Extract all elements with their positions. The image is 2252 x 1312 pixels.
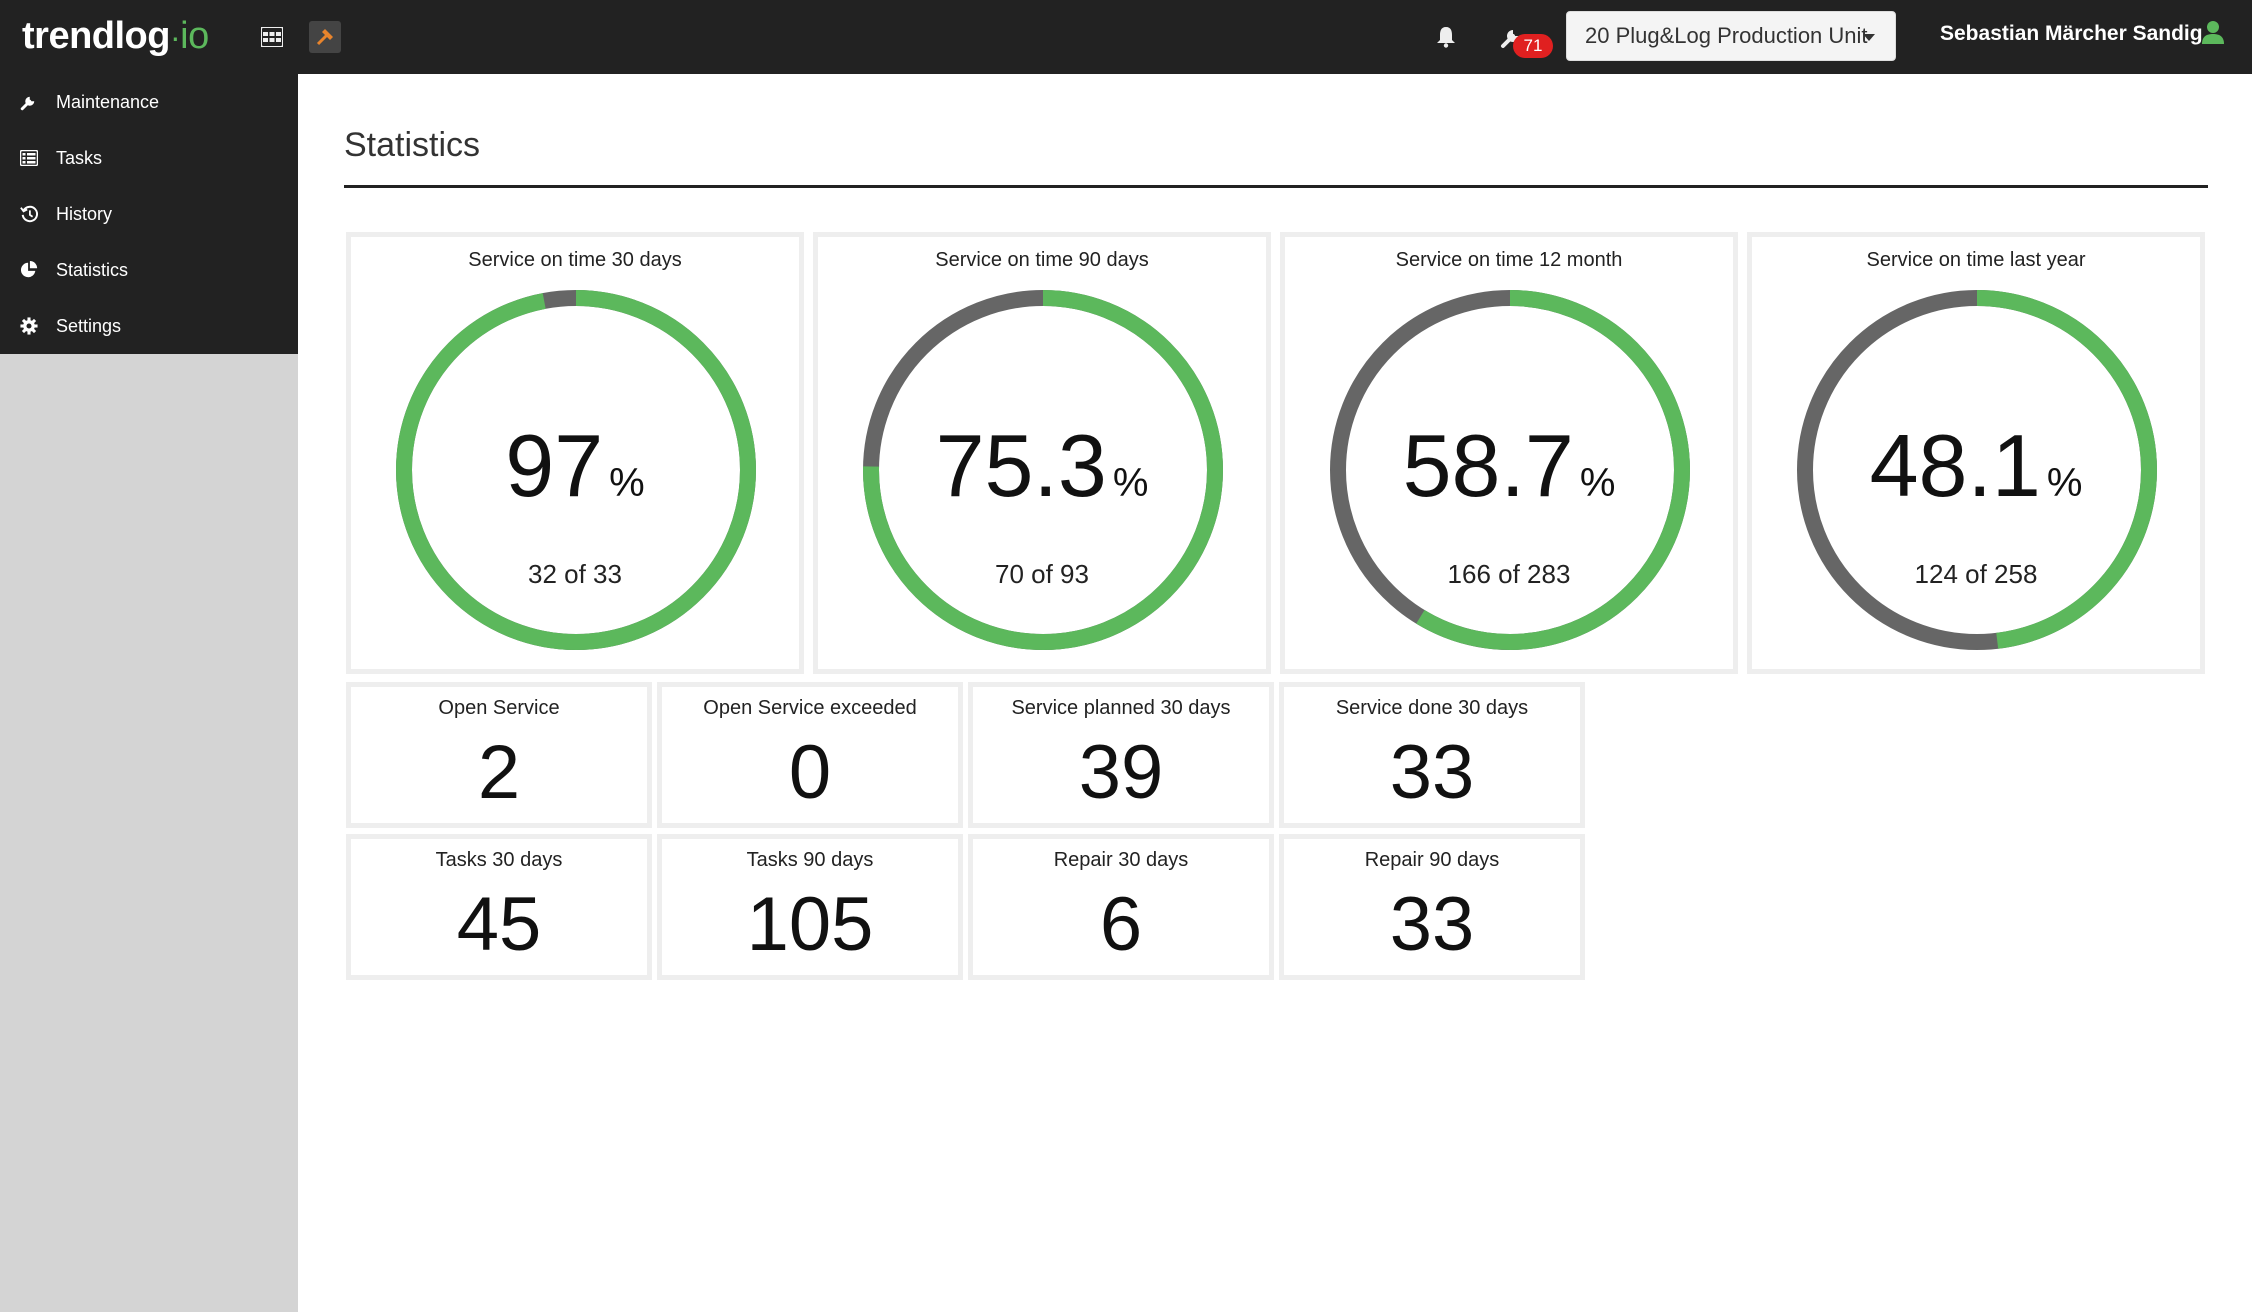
- title-divider: [344, 185, 2208, 188]
- gauge-value: 48.1%: [1752, 415, 2200, 517]
- stat-card-open-service-exceeded: Open Service exceeded 0: [657, 682, 963, 828]
- gear-icon: [18, 315, 40, 337]
- stat-value: 105: [746, 882, 874, 967]
- gauge-number: 97: [505, 416, 604, 515]
- stat-value: 45: [456, 882, 542, 967]
- sidebar-nav: Maintenance Tasks History Statistics Set…: [0, 74, 298, 354]
- top-navbar: trendlog·io 71 20 Plug&Log Production Un…: [0, 0, 2252, 74]
- gauge-card-30-days: Service on time 30 days 97% 32 of 33: [346, 232, 804, 674]
- gauge-value: 75.3%: [818, 415, 1266, 517]
- stat-value: 39: [1078, 730, 1164, 815]
- stat-label: Repair 30 days: [1053, 849, 1189, 871]
- stat-label: Tasks 30 days: [435, 849, 563, 871]
- gauge-ring: [863, 290, 1223, 650]
- stat-label: Service done 30 days: [1335, 697, 1529, 719]
- gauge-title: Service on time 90 days: [935, 249, 1149, 271]
- gauge-unit: %: [1579, 461, 1616, 505]
- gauge-value: 58.7%: [1285, 415, 1733, 517]
- gauge-progress-arc: [1330, 290, 1690, 650]
- stat-card-repair-30-days: Repair 30 days 6: [968, 834, 1274, 980]
- gauge-card-90-days: Service on time 90 days 75.3% 70 of 93: [813, 232, 1271, 674]
- stat-label: Tasks 90 days: [746, 849, 874, 871]
- stat-label: Service planned 30 days: [1011, 697, 1231, 719]
- sidebar-item-settings[interactable]: Settings: [0, 298, 298, 354]
- stat-value: 6: [1099, 882, 1143, 967]
- gauge-card-12-month: Service on time 12 month 58.7% 166 of 28…: [1280, 232, 1738, 674]
- sidebar-item-statistics[interactable]: Statistics: [0, 242, 298, 298]
- page-title: Statistics: [344, 126, 481, 164]
- sidebar-item-tasks[interactable]: Tasks: [0, 130, 298, 186]
- sidebar-item-label: Statistics: [56, 259, 129, 280]
- history-icon: [18, 203, 40, 225]
- stat-value: 0: [788, 730, 832, 815]
- grid-icon[interactable]: [256, 21, 288, 53]
- gauge-count: 70 of 93: [995, 559, 1089, 589]
- stat-card-service-done: Service done 30 days 33: [1279, 682, 1585, 828]
- gauge-count: 124 of 258: [1914, 559, 2038, 589]
- gauge-progress-arc: [1797, 290, 2157, 650]
- gauge-ring: [1797, 290, 2157, 650]
- user-name[interactable]: Sebastian Märcher Sandig: [1940, 22, 2203, 45]
- gauge-count: 166 of 283: [1447, 559, 1571, 589]
- stat-label: Open Service exceeded: [703, 697, 917, 719]
- stat-value: 33: [1389, 882, 1475, 967]
- gauge-value: 97%: [351, 415, 799, 517]
- unit-selector-label: 20 Plug&Log Production Unit: [1585, 23, 1868, 48]
- logo[interactable]: trendlog·io: [22, 15, 209, 57]
- sidebar-item-history[interactable]: History: [0, 186, 298, 242]
- sidebar-item-label: Settings: [56, 315, 122, 336]
- gauge-progress-arc: [396, 290, 756, 650]
- gauge-count: 32 of 33: [528, 559, 622, 589]
- notification-badge: 71: [1513, 34, 1553, 58]
- stat-card-tasks-30-days: Tasks 30 days 45: [346, 834, 652, 980]
- stat-value: 33: [1389, 730, 1475, 815]
- stat-card-service-planned: Service planned 30 days 39: [968, 682, 1274, 828]
- gauge-unit: %: [1112, 461, 1149, 505]
- sidebar-item-maintenance[interactable]: Maintenance: [0, 74, 298, 130]
- stat-card-repair-90-days: Repair 90 days 33: [1279, 834, 1585, 980]
- stat-label: Open Service: [438, 697, 560, 719]
- hammer-icon[interactable]: [309, 21, 341, 53]
- gauge-card-last-year: Service on time last year 48.1% 124 of 2…: [1747, 232, 2205, 674]
- gauge-number: 58.7: [1402, 416, 1574, 515]
- stat-card-tasks-90-days: Tasks 90 days 105: [657, 834, 963, 980]
- list-icon: [18, 147, 40, 169]
- gauge-title: Service on time 12 month: [1395, 249, 1623, 271]
- sidebar-item-label: Tasks: [56, 147, 103, 168]
- wrench-icon: [18, 91, 40, 113]
- gauge-number: 48.1: [1869, 416, 2041, 515]
- gauge-title: Service on time 30 days: [468, 249, 682, 271]
- sidebar-item-label: History: [56, 203, 113, 224]
- bell-icon[interactable]: [1430, 21, 1462, 53]
- gauge-progress-arc: [863, 290, 1223, 650]
- gauge-number: 75.3: [935, 416, 1107, 515]
- gauge-unit: %: [2046, 461, 2083, 505]
- chevron-down-icon: [1863, 34, 1875, 41]
- stat-value: 2: [477, 730, 521, 815]
- gauge-title: Service on time last year: [1866, 249, 2086, 271]
- stat-label: Repair 90 days: [1364, 849, 1500, 871]
- stat-card-open-service: Open Service 2: [346, 682, 652, 828]
- gauge-ring: [396, 290, 756, 650]
- user-icon[interactable]: [2202, 20, 2224, 44]
- pie-chart-icon: [18, 259, 40, 281]
- unit-selector-dropdown[interactable]: 20 Plug&Log Production Unit: [1566, 11, 1896, 61]
- gauge-ring: [1330, 290, 1690, 650]
- sidebar: Maintenance Tasks History Statistics Set…: [0, 74, 298, 1312]
- sidebar-item-label: Maintenance: [56, 91, 160, 112]
- gauge-unit: %: [609, 461, 645, 505]
